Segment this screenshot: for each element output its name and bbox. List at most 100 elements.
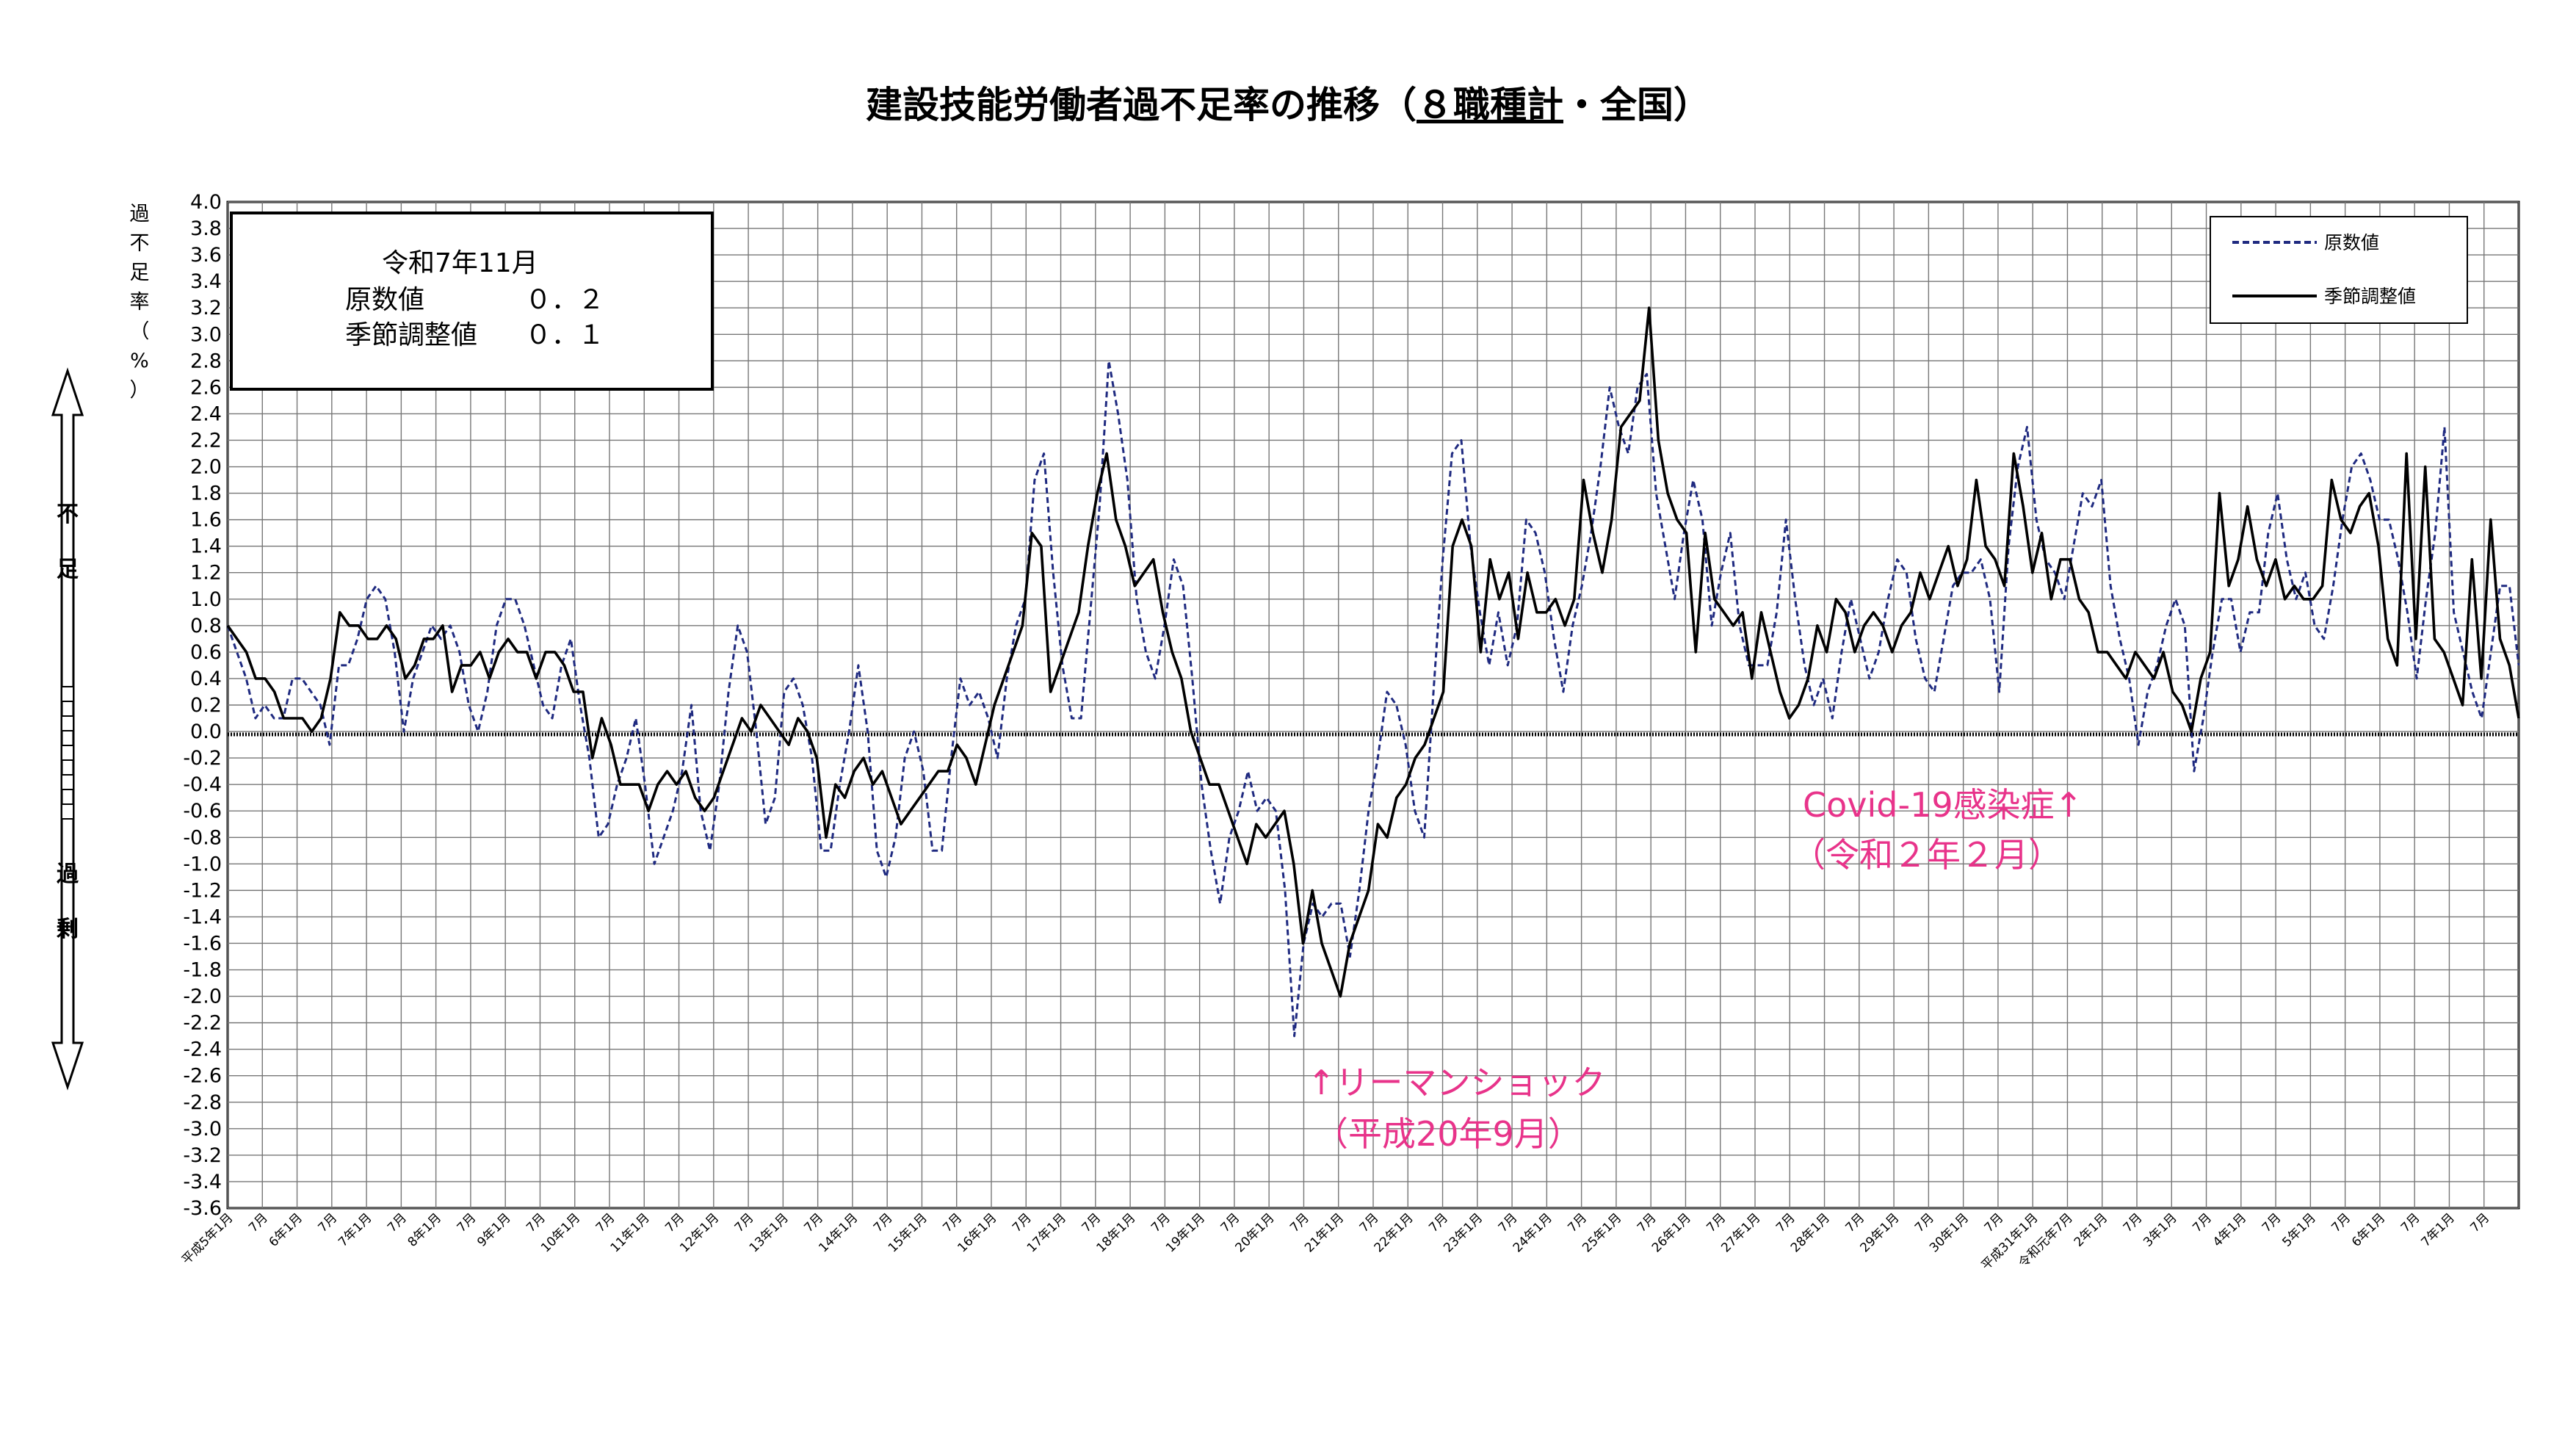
y-tick-label: -0.8	[183, 826, 222, 849]
x-tick-label: 29年1月	[1857, 1210, 1902, 1255]
y-tick-label: -1.2	[183, 879, 222, 902]
title-underlined: ８職種計	[1417, 84, 1563, 126]
x-tick-label: 7月	[1704, 1210, 1729, 1235]
annotation-lehman-1: ↑リーマンショック	[1307, 1063, 1606, 1102]
x-tick-label: 7年1月	[2419, 1210, 2458, 1249]
y-axis-label-char: 率	[130, 291, 150, 314]
x-tick-label: 22年1月	[1372, 1210, 1417, 1255]
x-tick-label: 7月	[801, 1210, 826, 1235]
x-tick-label: 7月	[1426, 1210, 1451, 1235]
x-tick-label: 9年1月	[474, 1210, 513, 1249]
x-tick-label: 7月	[1565, 1210, 1590, 1235]
side-top-char-1: 足	[57, 557, 79, 582]
y-tick-label: 3.8	[190, 217, 222, 240]
info-raw-label: 原数値	[345, 285, 424, 315]
y-tick-label: 3.4	[190, 270, 222, 293]
x-tick-label: 5年1月	[2279, 1210, 2318, 1249]
y-tick-label: 0.6	[190, 641, 222, 664]
y-tick-label: -0.4	[183, 773, 222, 796]
y-axis-label-char: 過	[130, 203, 150, 225]
y-tick-label: 2.6	[190, 376, 222, 399]
info-heading: 令和7年11月	[382, 248, 538, 278]
x-tick-label: 7月	[1843, 1210, 1868, 1235]
x-tick-label: 27年1月	[1718, 1210, 1763, 1255]
x-tick-label: 7月	[246, 1210, 271, 1235]
x-tick-label: 7月	[385, 1210, 410, 1235]
y-tick-label: -1.8	[183, 959, 222, 982]
x-tick-label: 7月	[662, 1210, 687, 1235]
y-tick-label: -1.6	[183, 932, 222, 955]
x-tick-label: 7月	[455, 1210, 480, 1235]
x-tick-label: 6年1月	[267, 1210, 305, 1249]
y-tick-label: -3.0	[183, 1118, 222, 1141]
y-tick-label: -3.6	[183, 1197, 222, 1220]
x-tick-label: 7月	[2329, 1210, 2354, 1235]
annotation-lehman-2: （平成20年9月）	[1314, 1114, 1582, 1154]
info-raw-value: ０．２	[525, 285, 604, 315]
x-tick-label: 21年1月	[1302, 1210, 1347, 1255]
x-tick-label: 13年1月	[747, 1210, 792, 1255]
y-tick-label: -1.0	[183, 853, 222, 875]
info-box: 令和7年11月 原数値 ０．２ 季節調整値 ０．１	[230, 212, 714, 391]
x-tick-label: 7月	[2467, 1210, 2492, 1235]
y-tick-label: 2.8	[190, 350, 222, 372]
x-tick-label: 6年1月	[2349, 1210, 2388, 1249]
x-tick-label: 18年1月	[1093, 1210, 1138, 1255]
y-tick-label: -2.6	[183, 1065, 222, 1088]
y-tick-label: 1.0	[190, 588, 222, 611]
series-line-raw	[226, 359, 2520, 1038]
x-tick-label: 7月	[1496, 1210, 1521, 1235]
y-axis-label: 過不足率 （% ）	[130, 203, 150, 402]
y-tick-label: 1.4	[190, 535, 222, 558]
x-tick-label: 20年1月	[1233, 1210, 1278, 1255]
y-tick-label: 3.6	[190, 244, 222, 267]
x-tick-label: 23年1月	[1441, 1210, 1486, 1255]
y-tick-label: -0.6	[183, 800, 222, 823]
y-tick-label: -2.0	[183, 986, 222, 1008]
y-axis-label-char: （	[130, 320, 150, 343]
x-tick-label: 7月	[1218, 1210, 1243, 1235]
y-tick-label: 2.0	[190, 456, 222, 479]
y-tick-label: 2.4	[190, 402, 222, 425]
y-axis-label-char: 不	[130, 232, 150, 255]
x-tick-label: 8年1月	[405, 1210, 444, 1249]
x-tick-label: 7月	[316, 1210, 341, 1235]
y-tick-label: 3.2	[190, 297, 222, 319]
y-tick-label: 1.8	[190, 483, 222, 505]
y-axis-ticks: -3.6 -3.4 -3.2 -3.0 -2.8 -2.6 -2.4 -2.2 -2.0 -1.8…	[183, 191, 222, 1220]
x-tick-label: 7月	[2190, 1210, 2215, 1235]
y-tick-label: -1.4	[183, 906, 222, 928]
x-tick-label: 3年1月	[2141, 1210, 2179, 1249]
info-sa-label: 季節調整値	[345, 320, 477, 350]
title-tail: ・全国）	[1563, 84, 1710, 126]
y-tick-label: 0.2	[190, 694, 222, 717]
x-tick-label: 7月	[1010, 1210, 1035, 1235]
side-bottom-char-0: 過	[57, 861, 79, 887]
x-tick-label: 7月	[524, 1210, 549, 1235]
x-tick-label: 16年1月	[955, 1210, 999, 1255]
x-tick-label: 7月	[593, 1210, 618, 1235]
y-axis-label-char: ）	[130, 379, 150, 402]
x-tick-label: 7月	[732, 1210, 757, 1235]
side-top-char-0: 不	[57, 502, 79, 527]
x-tick-label: 17年1月	[1024, 1210, 1069, 1255]
x-tick-label: 15年1月	[886, 1210, 930, 1255]
side-indicator: 不 足 過 剰	[51, 367, 84, 1091]
x-tick-label: 2年1月	[2072, 1210, 2110, 1249]
side-bottom-char-1: 剰	[57, 917, 79, 942]
x-tick-label: 7月	[2121, 1210, 2146, 1235]
y-tick-label: 2.2	[190, 429, 222, 452]
x-tick-label: 7月	[940, 1210, 965, 1235]
annotation-covid-2: （令和２年２月）	[1792, 835, 2062, 875]
y-tick-label: 0.8	[190, 615, 222, 637]
info-sa-value: ０．１	[525, 320, 604, 350]
series-layer	[226, 306, 2520, 1038]
y-tick-label: -0.2	[183, 747, 222, 770]
legend-raw-label: 原数値	[2324, 232, 2379, 253]
x-tick-label: 7月	[1635, 1210, 1660, 1235]
y-axis-label-char: 足	[130, 261, 150, 284]
y-tick-label: -2.8	[183, 1091, 222, 1114]
legend: 原数値 季節調整値	[2210, 216, 2468, 324]
x-tick-label: 26年1月	[1649, 1210, 1694, 1255]
